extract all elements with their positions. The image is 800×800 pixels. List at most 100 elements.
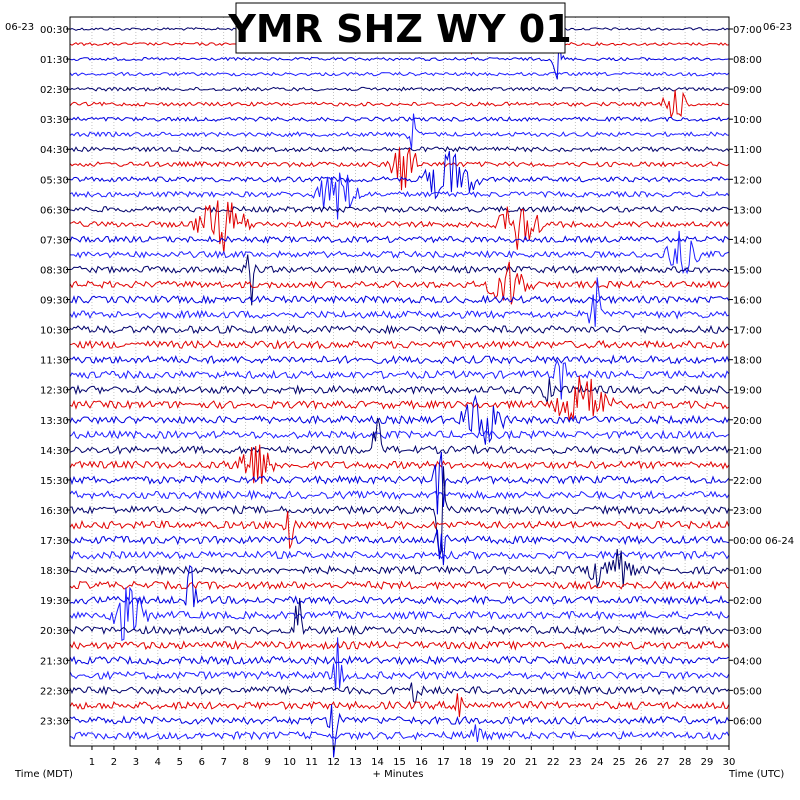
y-tick-label-left: 09:30 <box>40 296 69 307</box>
x-tick-label: 22 <box>547 757 560 768</box>
seismic-trace <box>69 580 730 591</box>
seismic-trace <box>69 354 730 365</box>
seismic-trace <box>69 550 730 561</box>
seismic-trace <box>69 639 730 651</box>
seismic-trace <box>69 597 729 636</box>
seismic-trace <box>69 637 730 691</box>
y-tick-label-left: 07:30 <box>40 235 69 246</box>
seismic-trace <box>69 205 730 214</box>
y-tick-label-right: 06:00 <box>733 716 762 727</box>
seismic-trace <box>69 235 730 244</box>
seismic-trace <box>69 693 730 718</box>
seismic-trace <box>69 254 730 306</box>
y-tick-label-left: 06:30 <box>40 205 69 216</box>
x-tick-label: 14 <box>371 757 384 768</box>
y-tick-label-right: 00:00 06-24 <box>733 536 794 547</box>
y-tick-label-right: 13:00 <box>733 205 762 216</box>
seismic-trace <box>69 511 730 549</box>
seismic-trace <box>69 655 730 666</box>
x-axis-label: + Minutes <box>373 769 424 780</box>
x-tick-label: 7 <box>221 757 227 768</box>
y-tick-label-left: 12:30 <box>40 386 69 397</box>
x-tick-label: 16 <box>415 757 428 768</box>
seismic-trace <box>69 451 730 515</box>
y-tick-label-left: 11:30 <box>40 356 69 367</box>
axis-labels: 1 2 3 4 5 6 7 8 9 10 11 12 13 14 15 16 17 18 19 20 21 22 23 24 2… <box>40 25 794 768</box>
date-label-right: 06-23 <box>763 22 792 33</box>
x-tick-label: 3 <box>133 757 139 768</box>
x-tick-label: 15 <box>393 757 406 768</box>
y-tick-label-right: 16:00 <box>733 296 762 307</box>
y-tick-label-right: 14:00 <box>733 235 762 246</box>
x-tick-label: 24 <box>591 757 604 768</box>
y-tick-label-left: 05:30 <box>40 175 69 186</box>
seismic-trace <box>69 294 730 305</box>
axis-ticks <box>66 28 733 750</box>
x-tick-label: 13 <box>349 757 362 768</box>
seismic-trace <box>69 529 730 566</box>
x-tick-label: 12 <box>327 757 340 768</box>
y-tick-label-right: 23:00 <box>733 506 762 517</box>
x-tick-label: 21 <box>525 757 538 768</box>
seismic-trace <box>69 324 730 335</box>
seismic-trace <box>69 417 730 455</box>
seismic-trace <box>69 71 730 77</box>
seismic-trace <box>69 444 730 484</box>
y-tick-label-right: 07:00 <box>733 25 762 36</box>
y-tick-label-left: 15:30 <box>40 476 69 487</box>
seismic-trace <box>69 564 730 608</box>
x-tick-label: 18 <box>459 757 472 768</box>
y-tick-label-right: 04:00 <box>733 656 762 667</box>
x-tick-label: 5 <box>177 757 183 768</box>
y-tick-label-right: 11:00 <box>733 145 762 156</box>
y-tick-label-left: 18:30 <box>40 566 69 577</box>
seismic-trace <box>69 116 730 123</box>
seismic-trace <box>69 375 730 421</box>
y-tick-label-right: 18:00 <box>733 356 762 367</box>
x-tick-label: 27 <box>657 757 670 768</box>
y-tick-label-left: 22:30 <box>40 686 69 697</box>
x-tick-label: 19 <box>481 757 494 768</box>
x-tick-label: 6 <box>199 757 205 768</box>
y-tick-label-left: 17:30 <box>40 536 69 547</box>
y-tick-label-left: 02:30 <box>40 85 69 96</box>
seismic-trace <box>69 394 730 445</box>
seismic-trace <box>69 724 730 742</box>
seismic-trace <box>69 704 730 758</box>
seismic-trace <box>69 200 730 254</box>
x-tick-label: 28 <box>679 757 692 768</box>
x-tick-label: 9 <box>265 757 271 768</box>
trace-area <box>69 22 730 758</box>
x-tick-label: 17 <box>437 757 450 768</box>
y-tick-label-right: 19:00 <box>733 386 762 397</box>
seismic-trace <box>69 89 730 118</box>
y-tick-label-right: 12:00 <box>733 175 762 186</box>
seismic-trace <box>69 378 730 404</box>
seismic-trace <box>69 489 730 501</box>
seismic-trace <box>69 339 730 350</box>
y-tick-label-right: 02:00 <box>733 596 762 607</box>
y-tick-label-right: 09:00 <box>733 85 762 96</box>
y-tick-label-left: 10:30 <box>40 326 69 337</box>
x-tick-label: 20 <box>503 757 516 768</box>
y-tick-label-right: 05:00 <box>733 686 762 697</box>
seismic-trace <box>69 150 730 200</box>
seismic-trace <box>69 86 730 92</box>
y-tick-label-left: 03:30 <box>40 115 69 126</box>
seismic-trace <box>69 261 730 305</box>
seismic-trace <box>69 549 730 587</box>
y-tick-label-left: 13:30 <box>40 416 69 427</box>
x-tick-label: 11 <box>305 757 318 768</box>
x-tick-label: 30 <box>723 757 736 768</box>
y-tick-label-right: 17:00 <box>733 326 762 337</box>
y-tick-label-right: 22:00 <box>733 476 762 487</box>
y-tick-label-right: 01:00 <box>733 566 762 577</box>
x-tick-label: 2 <box>111 757 117 768</box>
y-tick-label-left: 00:30 <box>40 25 69 36</box>
y-tick-label-right: 20:00 <box>733 416 762 427</box>
y-tick-label-left: 04:30 <box>40 145 69 156</box>
chart-title: YMR SHZ WY 01 <box>227 7 571 51</box>
y-tick-label-left: 20:30 <box>40 626 69 637</box>
seismic-trace <box>69 147 730 191</box>
